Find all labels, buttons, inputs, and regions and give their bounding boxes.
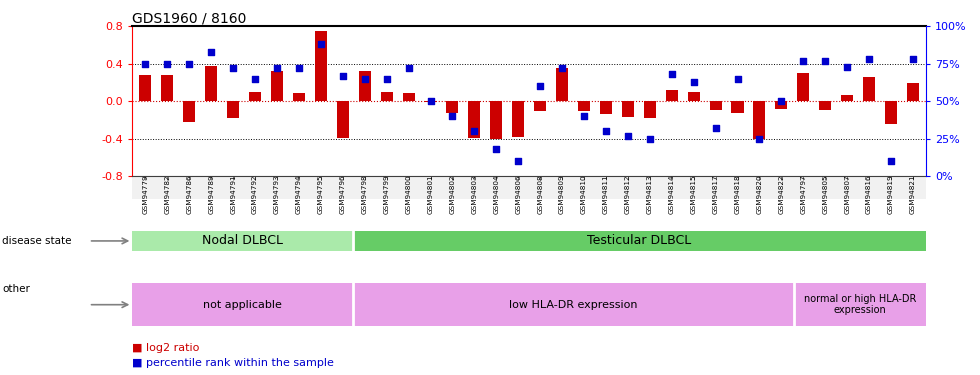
Point — [466, 128, 482, 134]
Point — [730, 76, 746, 82]
Point — [401, 65, 416, 71]
Point — [686, 79, 702, 85]
Point — [313, 41, 328, 47]
Bar — [819, 101, 831, 109]
Text: other: other — [2, 284, 29, 294]
Bar — [359, 71, 370, 101]
Point — [796, 58, 811, 64]
Text: disease state: disease state — [2, 236, 72, 246]
Point — [752, 136, 767, 142]
Bar — [132, 231, 353, 251]
Bar — [665, 90, 678, 101]
Point — [181, 61, 197, 67]
Point — [445, 113, 461, 119]
Point — [642, 136, 658, 142]
Point — [422, 98, 438, 104]
Point — [225, 65, 241, 71]
Point — [511, 158, 526, 164]
Point — [270, 65, 285, 71]
Bar — [710, 101, 721, 109]
Point — [576, 113, 592, 119]
Text: Nodal DLBCL: Nodal DLBCL — [202, 234, 283, 248]
Point — [160, 61, 175, 67]
Point — [883, 158, 899, 164]
Bar — [841, 95, 854, 101]
Bar — [447, 101, 459, 112]
Point — [861, 56, 877, 62]
Point — [291, 65, 307, 71]
Bar — [556, 68, 568, 101]
Point — [708, 125, 723, 131]
Bar — [227, 101, 239, 118]
Point — [357, 76, 372, 82]
Bar — [468, 101, 480, 138]
Bar — [644, 101, 656, 118]
Text: ■ log2 ratio: ■ log2 ratio — [132, 343, 200, 353]
Point — [335, 73, 351, 79]
Bar — [271, 71, 283, 101]
Point — [817, 58, 833, 64]
Text: normal or high HLA-DR
expression: normal or high HLA-DR expression — [804, 294, 916, 315]
Bar — [622, 101, 634, 117]
Text: low HLA-DR expression: low HLA-DR expression — [509, 300, 638, 310]
Point — [839, 64, 855, 70]
Bar — [754, 101, 765, 139]
Bar — [885, 101, 897, 124]
Bar — [490, 101, 503, 139]
Bar — [353, 283, 794, 326]
Bar — [578, 101, 590, 111]
Text: GDS1960 / 8160: GDS1960 / 8160 — [132, 11, 247, 25]
Point — [663, 71, 679, 77]
Point — [204, 49, 220, 55]
Text: ■ percentile rank within the sample: ■ percentile rank within the sample — [132, 358, 334, 368]
Bar — [906, 82, 919, 101]
Bar — [353, 231, 926, 251]
Point — [137, 61, 153, 67]
Point — [598, 128, 613, 134]
Bar — [380, 92, 393, 101]
Bar — [132, 283, 353, 326]
Point — [532, 83, 548, 89]
Bar — [337, 101, 349, 138]
Bar — [315, 31, 327, 101]
Bar — [534, 101, 546, 111]
Bar — [139, 75, 152, 101]
Bar — [513, 101, 524, 137]
Bar — [863, 77, 875, 101]
Bar — [249, 92, 261, 101]
Text: Testicular DLBCL: Testicular DLBCL — [587, 234, 692, 248]
Bar — [424, 101, 436, 102]
Point — [247, 76, 263, 82]
Bar — [183, 101, 195, 122]
Point — [488, 146, 504, 152]
Point — [773, 98, 789, 104]
Bar — [775, 101, 787, 109]
Point — [379, 76, 395, 82]
Bar — [205, 66, 218, 101]
Point — [555, 65, 570, 71]
Bar — [600, 101, 612, 114]
Bar — [794, 283, 926, 326]
Point — [620, 133, 636, 139]
Bar — [798, 73, 809, 101]
Text: not applicable: not applicable — [203, 300, 282, 310]
Bar — [293, 93, 305, 101]
Bar — [688, 92, 700, 101]
Bar — [403, 93, 415, 101]
Bar — [162, 75, 173, 101]
Bar — [731, 101, 744, 112]
Point — [906, 56, 921, 62]
